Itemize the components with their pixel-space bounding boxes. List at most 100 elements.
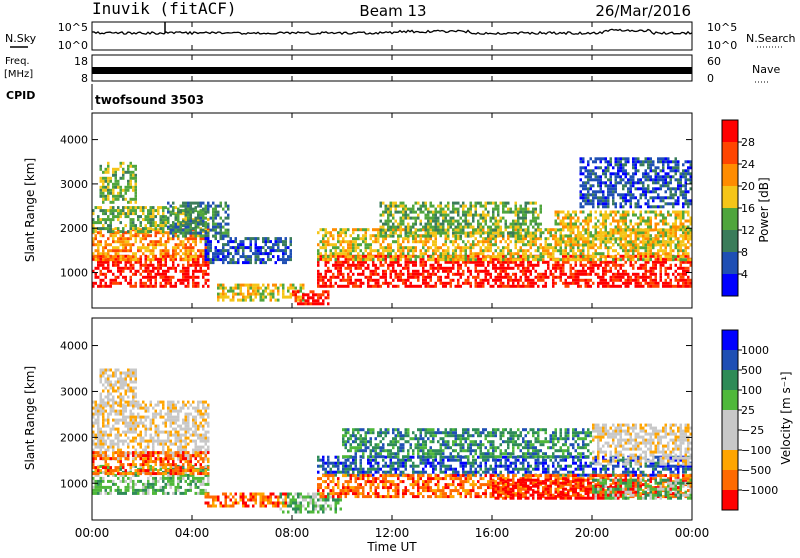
- power-cell: [487, 240, 490, 243]
- power-cell: [142, 218, 145, 221]
- power-cell: [435, 226, 438, 229]
- power-cell: [135, 227, 138, 230]
- power-cell: [525, 228, 528, 231]
- power-cell: [295, 287, 298, 290]
- power-cell: [122, 195, 125, 198]
- power-cell: [152, 209, 155, 212]
- power-cell: [390, 258, 393, 261]
- power-cell: [100, 270, 103, 273]
- power-cell: [552, 246, 555, 249]
- power-cell: [480, 246, 483, 249]
- power-cell: [480, 249, 483, 252]
- power-cell: [360, 249, 363, 252]
- power-cell: [452, 205, 455, 208]
- power-cell: [205, 279, 208, 282]
- power-cell: [417, 208, 420, 211]
- power-cell: [205, 282, 208, 285]
- power-cell: [485, 231, 488, 234]
- power-cell: [585, 258, 588, 261]
- power-cell: [615, 220, 618, 223]
- power-cell: [567, 226, 570, 229]
- power-cell: [555, 223, 558, 226]
- power-cell: [312, 293, 315, 296]
- power-cell: [330, 285, 333, 288]
- power-cell: [387, 267, 390, 270]
- power-cell: [105, 258, 108, 261]
- power-cell: [667, 273, 670, 276]
- power-cell: [492, 223, 495, 226]
- power-cell: [487, 235, 490, 238]
- power-cell: [302, 293, 305, 296]
- power-cell: [197, 217, 200, 220]
- power-cell: [315, 302, 318, 305]
- power-cell: [625, 184, 628, 187]
- power-cell: [665, 181, 668, 184]
- power-cell: [192, 220, 195, 223]
- power-cell: [187, 237, 190, 240]
- power-cell: [157, 270, 160, 273]
- power-cell: [422, 235, 425, 238]
- power-cell: [372, 261, 375, 264]
- power-cell: [135, 168, 138, 171]
- power-cell: [400, 276, 403, 279]
- power-cell: [165, 249, 168, 252]
- power-cell: [137, 227, 140, 230]
- power-cell: [507, 267, 510, 270]
- power-cell: [605, 229, 608, 232]
- power-cell: [665, 229, 668, 232]
- power-cell: [317, 273, 320, 276]
- power-cell: [145, 276, 148, 279]
- power-cell: [330, 234, 333, 237]
- power-cell: [452, 240, 455, 243]
- power-cell: [362, 258, 365, 261]
- power-cell: [637, 255, 640, 258]
- power-cell: [515, 273, 518, 276]
- power-cell: [682, 211, 685, 214]
- power-cell: [600, 214, 603, 217]
- power-cell: [535, 208, 538, 211]
- power-cell: [440, 211, 443, 214]
- power-cell: [665, 175, 668, 178]
- power-cell: [682, 226, 685, 229]
- power-cell: [640, 214, 643, 217]
- power-cell: [375, 249, 378, 252]
- power-cell: [647, 255, 650, 258]
- power-cell: [115, 246, 118, 249]
- power-cell: [647, 211, 650, 214]
- power-cell: [560, 273, 563, 276]
- power-cell: [400, 232, 403, 235]
- freq-label: Freq.: [5, 56, 30, 67]
- nave-tick-high: 60: [707, 55, 721, 68]
- power-cell: [190, 226, 193, 229]
- power-cell: [682, 235, 685, 238]
- power-cell: [250, 240, 253, 243]
- power-cell: [205, 273, 208, 276]
- power-cell: [130, 218, 133, 221]
- power-cell: [465, 205, 468, 208]
- power-cell: [202, 220, 205, 223]
- power-cell: [642, 181, 645, 184]
- power-cell: [670, 202, 673, 205]
- power-cell: [415, 217, 418, 220]
- power-cell: [517, 282, 520, 285]
- power-cell: [470, 270, 473, 273]
- power-cell: [390, 282, 393, 285]
- power-cell: [105, 212, 108, 215]
- power-cell: [607, 202, 610, 205]
- power-cell: [600, 166, 603, 169]
- power-cell: [357, 234, 360, 237]
- power-cell: [477, 255, 480, 258]
- power-cell: [617, 273, 620, 276]
- power-cell: [622, 273, 625, 276]
- power-cell: [352, 264, 355, 267]
- power-cell: [402, 279, 405, 282]
- power-cell: [347, 282, 350, 285]
- power-cell: [512, 273, 515, 276]
- power-cell: [412, 226, 415, 229]
- power-cell: [532, 235, 535, 238]
- power-cell: [632, 244, 635, 247]
- power-cell: [600, 264, 603, 267]
- power-cell: [387, 217, 390, 220]
- power-cell: [197, 276, 200, 279]
- power-cell: [615, 264, 618, 267]
